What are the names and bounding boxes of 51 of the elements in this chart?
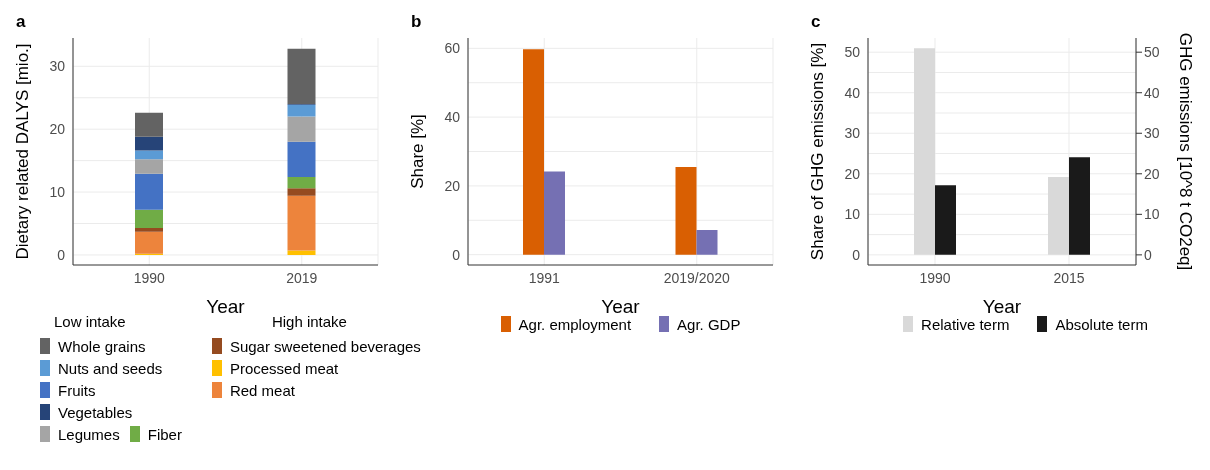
y2-axis-title: GHG emissions [10^8 t CO2eq]: [1175, 32, 1195, 271]
x-tick-label: 1990: [133, 269, 166, 286]
y2-tick-label: 10: [1144, 206, 1160, 223]
legend-label: Agr. employment: [518, 315, 632, 333]
y-tick-label: 10: [49, 184, 66, 201]
y-tick-label: 30: [844, 125, 861, 142]
legend-label: Fruits: [58, 381, 96, 399]
x-tick-label: 1991: [528, 269, 561, 286]
y-axis-title: Share of GHG emissions [%]: [808, 42, 828, 261]
y2-tick-label: 0: [1144, 246, 1152, 263]
x-axis-title: Year: [601, 296, 641, 317]
y-tick-label: 40: [444, 109, 461, 126]
legend-label: Nuts and seeds: [58, 359, 163, 377]
text: Low intake: [53, 313, 127, 332]
y-tick-label: 0: [452, 246, 461, 263]
x-axis-title: Year: [982, 296, 1022, 317]
legend-label: Fiber: [147, 425, 182, 443]
y-tick-label: 20: [844, 165, 861, 182]
x-tick-label: 2015: [1053, 269, 1085, 286]
y-tick-label: 20: [49, 121, 66, 138]
legend-label: Absolute term: [1055, 315, 1148, 333]
y-tick-label: 0: [57, 246, 66, 263]
y-axis-title: Share [%]: [408, 114, 428, 189]
legend-label: Agr. GDP: [677, 315, 741, 333]
legend-label: Whole grains: [58, 337, 146, 355]
legend-label: Red meat: [229, 381, 295, 399]
x-axis-title: Year: [206, 296, 246, 317]
x-tick-label: 2019: [286, 269, 318, 286]
x-tick-label: 2019/2020: [663, 269, 731, 286]
legend-label: Processed meat: [229, 359, 339, 377]
y-tick-label: 30: [49, 58, 66, 75]
y-tick-label: 50: [844, 44, 861, 61]
legend-label: Legumes: [58, 425, 120, 443]
y-tick-label: 40: [844, 84, 861, 101]
legend-label: Vegetables: [58, 403, 133, 421]
y-tick-label: 20: [444, 177, 461, 194]
y-tick-label: 0: [852, 246, 861, 263]
y2-tick-label: 50: [1144, 44, 1160, 61]
y2-tick-label: 30: [1144, 125, 1160, 142]
chart-title: b: [411, 12, 422, 32]
y2-tick-label: 20: [1144, 165, 1160, 182]
text: High intake: [271, 313, 347, 330]
y-tick-label: 10: [844, 206, 861, 223]
y2-tick-label: 40: [1144, 84, 1160, 101]
legend-label: Relative term: [921, 315, 1010, 333]
legend-label: Sugar sweetened beverages: [229, 337, 421, 355]
x-tick-label: 1990: [919, 269, 951, 286]
chart-title: a: [16, 12, 26, 32]
y-axis-title: Dietary related DALYS [mio.]: [13, 43, 33, 260]
y-tick-label: 60: [444, 40, 461, 57]
chart-title: c: [811, 12, 821, 32]
